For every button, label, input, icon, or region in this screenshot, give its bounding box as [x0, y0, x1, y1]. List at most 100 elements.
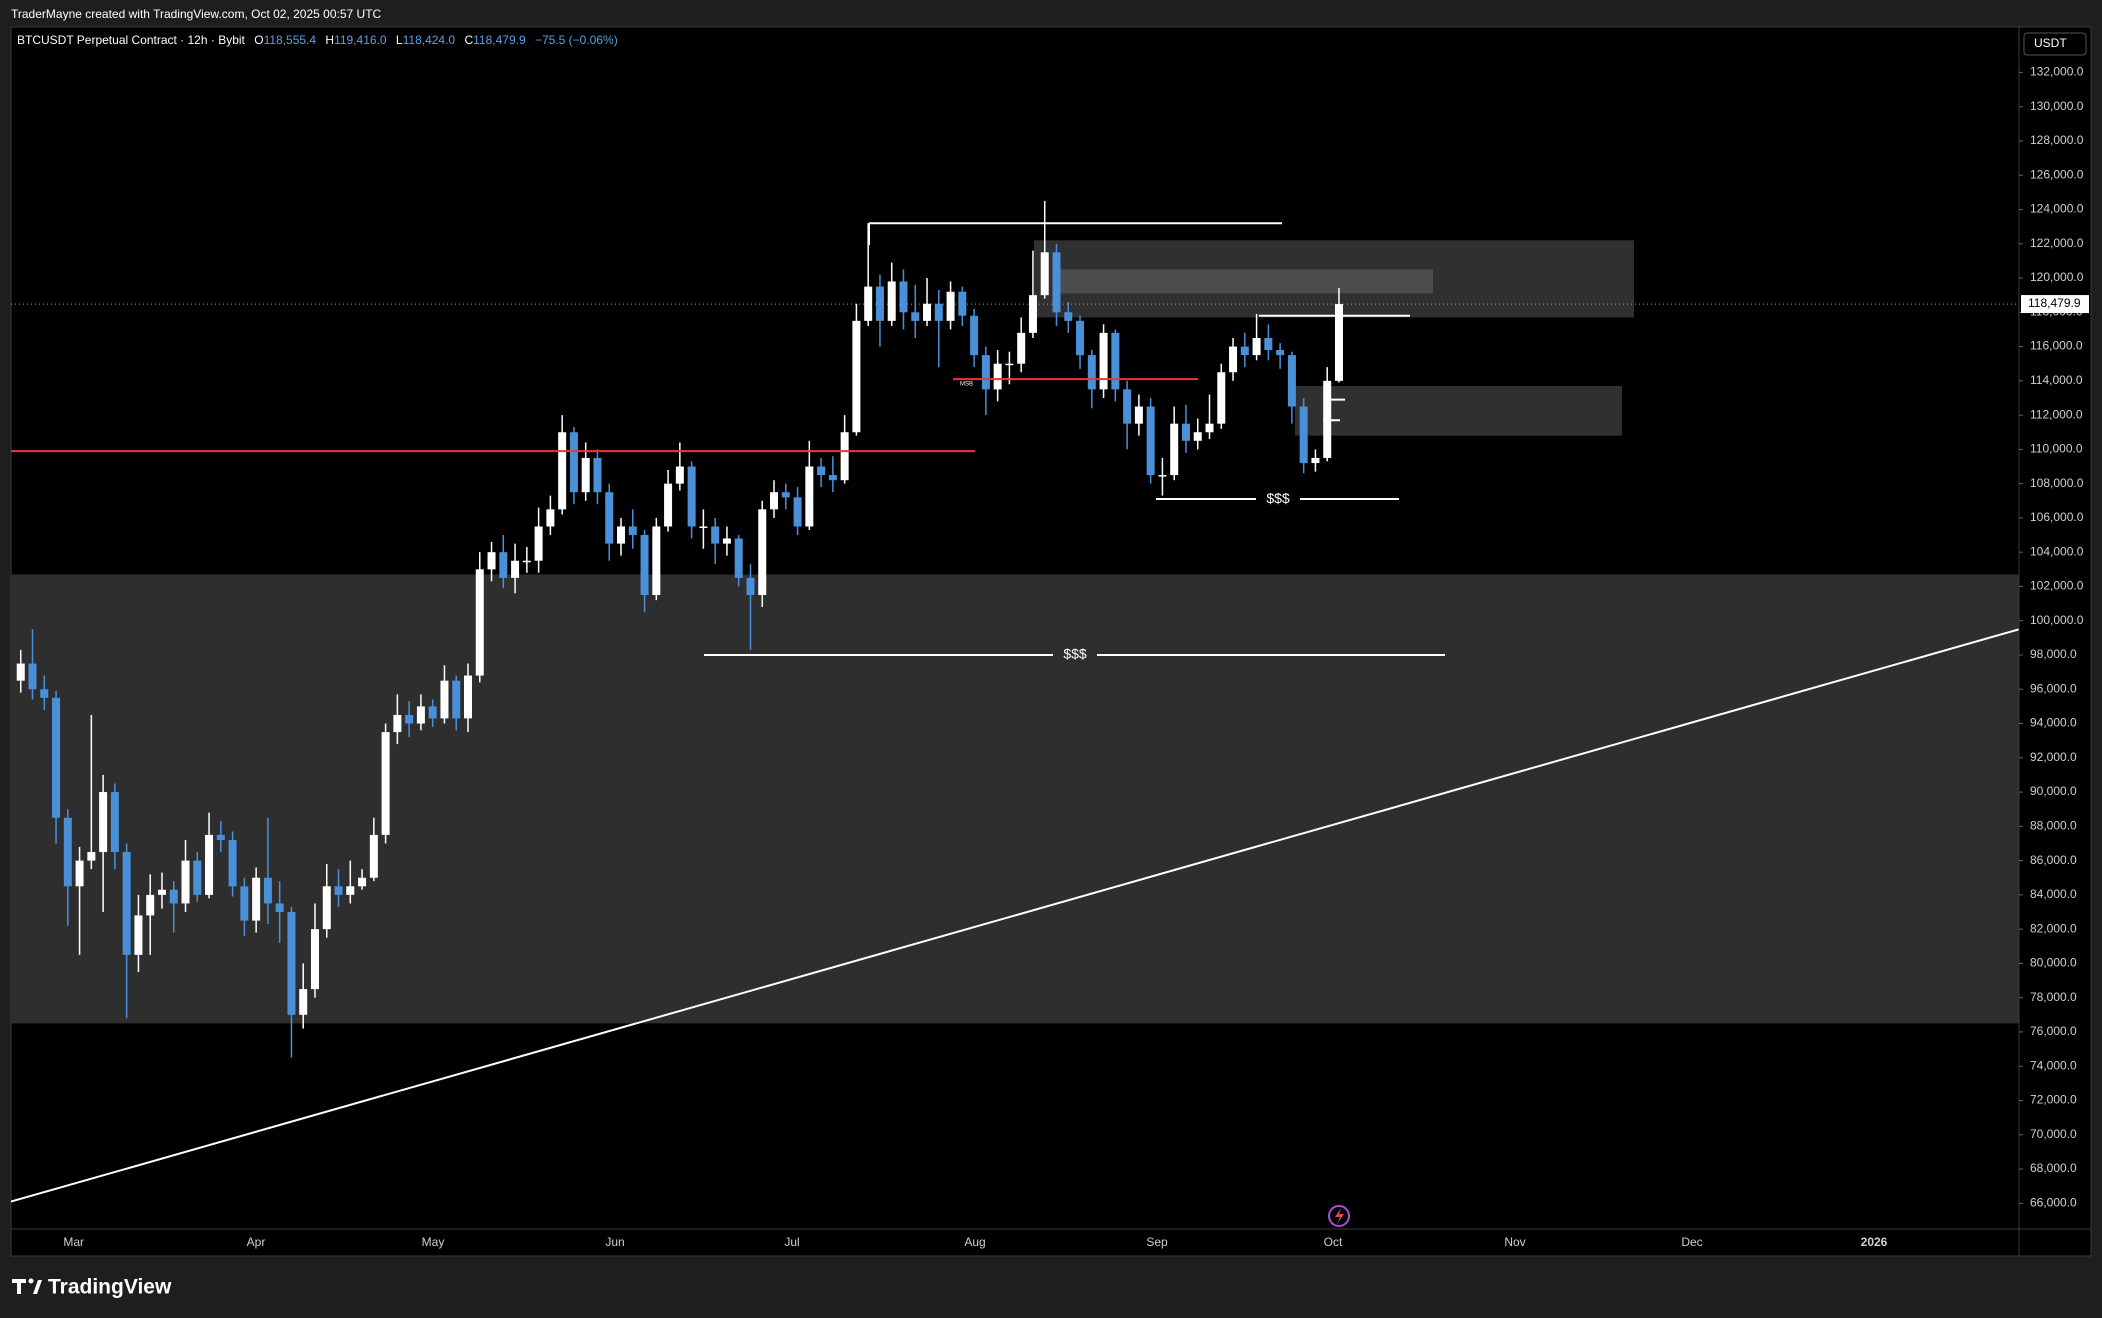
candle-body	[358, 877, 367, 887]
candle-body	[499, 552, 508, 578]
candle-body	[1240, 346, 1249, 356]
candle-body	[1170, 423, 1179, 476]
candle-body	[310, 929, 319, 990]
y-tick-label: 70,000.0	[2030, 1127, 2077, 1141]
brand: TradingView	[48, 1276, 172, 1299]
y-tick-label: 120,000.0	[2030, 270, 2084, 284]
candle-body	[40, 689, 49, 698]
level-label: $$$	[1266, 490, 1290, 506]
zone	[1295, 385, 1622, 436]
legend-change: −75.5 (−0.06%)	[535, 33, 618, 47]
currency-box[interactable]	[2023, 32, 2087, 56]
candle-body	[1134, 406, 1143, 424]
candle-body	[1276, 349, 1285, 356]
candle-body	[899, 281, 908, 313]
candle-body	[770, 492, 779, 510]
y-tick-label: 68,000.0	[2030, 1161, 2077, 1175]
candle-body	[1158, 475, 1167, 477]
candle-body	[1229, 346, 1238, 373]
candle-body	[746, 577, 755, 596]
candle-body	[263, 877, 272, 904]
candle-body	[228, 840, 237, 887]
candle-body	[193, 860, 202, 895]
candle-body	[275, 903, 284, 913]
candle-body	[299, 989, 308, 1015]
y-tick-label: 96,000.0	[2030, 681, 2077, 695]
candle-body	[487, 552, 496, 570]
y-tick-label: 80,000.0	[2030, 956, 2077, 970]
candle-body	[28, 663, 37, 690]
candle-body	[1299, 406, 1308, 464]
y-tick-label: 124,000.0	[2030, 202, 2084, 216]
candle-body	[334, 886, 343, 895]
candle-body	[63, 817, 72, 887]
currency: USDT	[2034, 36, 2067, 50]
candle-body	[981, 355, 990, 390]
candle-body	[1193, 432, 1202, 441]
legend-key: L	[396, 33, 403, 47]
y-tick-label: 132,000.0	[2030, 65, 2084, 79]
candle-body	[252, 877, 261, 921]
x-tick-label: 2026	[1861, 1235, 1888, 1249]
candle-body	[687, 466, 696, 527]
x-tick-label: Dec	[1681, 1235, 1702, 1249]
legend-symbol: BTCUSDT Perpetual Contract · 12h · Bybit	[17, 33, 246, 47]
x-tick-label: Oct	[1324, 1235, 1343, 1249]
candle-body	[617, 526, 626, 544]
y-tick-label: 78,000.0	[2030, 990, 2077, 1004]
candle-body	[652, 526, 661, 596]
candle-body	[475, 569, 484, 676]
x-tick-label: Sep	[1146, 1235, 1168, 1249]
y-tick-label: 102,000.0	[2030, 579, 2084, 593]
candle-body	[640, 535, 649, 596]
candle-body	[711, 526, 720, 544]
y-tick-label: 66,000.0	[2030, 1195, 2077, 1209]
candle-body	[911, 312, 920, 321]
legend-key: O	[254, 33, 263, 47]
legend: BTCUSDT Perpetual Contract · 12h · Bybit…	[17, 33, 618, 47]
level-label: $$$	[1063, 646, 1087, 662]
zone	[11, 574, 2019, 1024]
candle-body	[216, 834, 225, 841]
candle-body	[970, 315, 979, 356]
candle-body	[875, 286, 884, 321]
candle-body	[75, 860, 84, 887]
x-tick-label: Jun	[605, 1235, 624, 1249]
x-tick-label: Nov	[1504, 1235, 1525, 1249]
alert-icon[interactable]	[1328, 1205, 1350, 1227]
candle-body	[1017, 332, 1026, 364]
x-tick-label: Mar	[63, 1235, 84, 1249]
candle-body	[993, 363, 1002, 390]
x-tick-label: May	[422, 1235, 445, 1249]
y-tick-label: 76,000.0	[2030, 1024, 2077, 1038]
candle-body	[16, 663, 25, 681]
candle-body	[1076, 320, 1085, 356]
candle-body	[864, 286, 873, 321]
candle-body	[346, 886, 355, 895]
y-tick-label: 88,000.0	[2030, 819, 2077, 833]
brand-logo	[12, 1278, 42, 1294]
x-tick-label: Jul	[784, 1235, 799, 1249]
legend-value: 118,555.4	[264, 33, 317, 47]
candle-body	[52, 697, 61, 818]
y-tick-label: 126,000.0	[2030, 167, 2084, 181]
x-tick-label: Aug	[964, 1235, 985, 1249]
candle-body	[381, 732, 390, 835]
y-tick-label: 114,000.0	[2030, 373, 2083, 387]
candle-body	[1334, 304, 1343, 381]
candle-body	[805, 466, 814, 527]
y-tick-label: 108,000.0	[2030, 476, 2084, 490]
candle-body	[87, 852, 96, 861]
candle-body	[99, 792, 108, 853]
candle-body	[428, 706, 437, 719]
candle-body	[1064, 312, 1073, 321]
candle-body	[887, 281, 896, 321]
candle-body	[169, 889, 178, 904]
candle-body	[1123, 389, 1132, 424]
candle-body	[463, 675, 472, 719]
y-tick-label: 86,000.0	[2030, 853, 2077, 867]
candle-body	[817, 466, 826, 476]
candle-body	[1287, 355, 1296, 407]
candle-body	[793, 497, 802, 527]
